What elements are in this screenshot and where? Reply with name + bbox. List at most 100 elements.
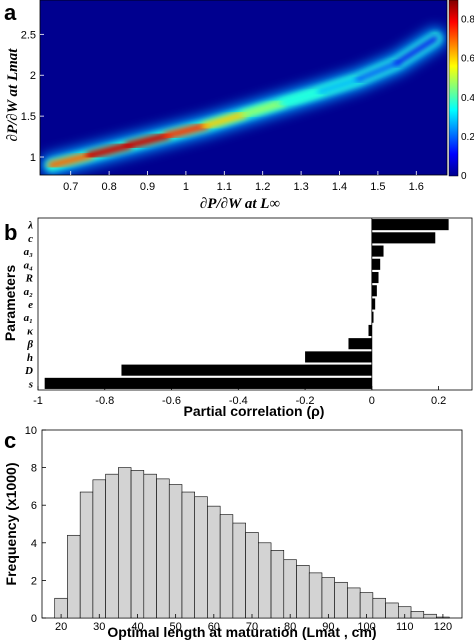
x-tick-label: 60 xyxy=(208,621,220,633)
y-tick-label: 0 xyxy=(31,613,37,625)
x-tick-label: 1.2 xyxy=(255,181,270,193)
correlation-bar xyxy=(371,271,379,284)
x-tick-label: 1.4 xyxy=(332,181,347,193)
x-tick-label: -0.2 xyxy=(296,395,315,407)
x-tick-label: 50 xyxy=(170,621,182,633)
histogram-bar xyxy=(385,602,399,619)
bar-x-label: Partial correlation (ρ) xyxy=(184,403,325,419)
histogram-bar xyxy=(283,559,297,619)
histogram-x-label: Optimal length at maturation (Lmat , cm) xyxy=(107,624,376,640)
y-tick-label: 1 xyxy=(30,152,36,164)
x-tick-label: 70 xyxy=(246,621,258,633)
correlation-bar xyxy=(371,219,449,231)
histogram-bar xyxy=(168,484,183,619)
correlation-bar xyxy=(371,245,384,257)
histogram-bar xyxy=(67,534,81,619)
bar-y-label: Parameters xyxy=(2,265,18,341)
correlation-bar xyxy=(371,311,374,323)
heatmap-frame xyxy=(39,0,448,176)
histogram-bar xyxy=(423,613,437,619)
x-tick-label: -0.8 xyxy=(95,395,114,407)
histogram-bar xyxy=(308,572,323,619)
x-tick-label: 0.9 xyxy=(140,181,155,193)
x-tick-label: 0 xyxy=(369,395,375,407)
x-tick-label: 1.5 xyxy=(370,181,385,193)
density-ridge-segment xyxy=(355,60,400,83)
x-tick-label: 1 xyxy=(183,181,189,193)
x-tick-label: 90 xyxy=(322,621,334,633)
x-tick-label: 30 xyxy=(93,621,105,633)
bar-plot-area xyxy=(37,217,473,391)
correlation-bar xyxy=(44,377,372,389)
histogram-bar xyxy=(258,542,272,619)
parameter-label: D xyxy=(24,365,33,377)
parameter-label: a₄ xyxy=(24,259,34,271)
x-tick-label: 20 xyxy=(55,621,67,633)
x-tick-label: 0.7 xyxy=(63,181,78,193)
x-tick-label: 0.2 xyxy=(431,395,446,407)
parameter-label: h xyxy=(27,352,33,364)
density-ridge-segment xyxy=(201,110,248,130)
panel-b-label: b xyxy=(4,220,17,245)
density-ridge-segment xyxy=(278,88,324,107)
parameter-label: a₁ xyxy=(24,312,33,324)
colorbar-tick-label: 0.6 xyxy=(461,54,474,65)
colorbar-tick-label: 0.8 xyxy=(461,15,474,26)
histogram-bar xyxy=(219,514,234,619)
parameter-label: c xyxy=(28,233,33,245)
histogram-bar xyxy=(347,587,361,619)
parameter-label: λ xyxy=(27,220,33,232)
histogram-bar xyxy=(270,550,285,619)
partial-correlation-bars xyxy=(44,218,449,390)
x-tick-label: -0.4 xyxy=(229,395,248,407)
x-tick-label: -0.6 xyxy=(162,395,181,407)
correlation-bar xyxy=(371,298,376,310)
density-ridge-segment xyxy=(317,76,362,95)
correlation-bar xyxy=(348,338,372,350)
histogram-bar xyxy=(105,473,119,619)
x-tick-label: 1.1 xyxy=(217,181,232,193)
panel-c-label: c xyxy=(4,428,16,453)
panel-c: c 20 30 40 50 60 70 80 90 100 110 120 0 2 4 6 8 10 Opti… xyxy=(3,425,463,640)
panel-a-label: a xyxy=(4,0,17,25)
correlation-bar xyxy=(305,351,372,363)
correlation-bar xyxy=(371,258,381,270)
heatmap-x-ticks: 0.7 0.8 0.9 1 1.1 1.2 1.3 1.4 1.5 1.6 xyxy=(63,171,424,193)
parameter-label: s xyxy=(28,378,33,390)
density-ridge-segment xyxy=(394,35,439,66)
parameter-label: a₂ xyxy=(24,286,34,298)
parameter-label: β xyxy=(26,339,33,351)
histogram-bar xyxy=(194,496,208,619)
colorbar-tick-label: 0.2 xyxy=(461,132,474,143)
heatmap-density xyxy=(40,27,447,175)
density-ridge-segment xyxy=(47,151,94,169)
x-tick-label: 110 xyxy=(396,621,414,633)
parameter-label: e xyxy=(28,299,33,311)
panel-a: a 0.7 0.8 0.9 1 1.1 1.2 1.3 1.4 1.5 1.6 11.522.5 … xyxy=(4,0,474,212)
y-tick-label: 4 xyxy=(31,538,37,550)
colorbar-tick-label: 0 xyxy=(461,171,467,182)
x-tick-label: 40 xyxy=(131,621,143,633)
bar-x-ticks: -1 -0.8 -0.6 -0.4 -0.2 0 0.2 xyxy=(33,386,446,407)
histogram-bar xyxy=(207,505,221,619)
histogram-bar xyxy=(321,577,335,619)
density-ridge-segment xyxy=(240,99,286,118)
parameter-label: R xyxy=(25,273,33,285)
heatmap-y-ticks: 1 1.5 2 2.5 xyxy=(21,29,44,164)
histogram-bar xyxy=(181,491,196,619)
histogram-bar xyxy=(410,611,425,619)
correlation-bar xyxy=(121,364,372,376)
histogram-bar xyxy=(232,522,246,619)
density-ridge-segment xyxy=(86,141,133,160)
histogram-y-ticks: 0 2 4 6 8 10 xyxy=(25,425,46,625)
histogram-bar xyxy=(245,532,259,619)
x-tick-label: 0.8 xyxy=(101,181,116,193)
histogram-bar xyxy=(143,473,157,619)
y-tick-label: 8 xyxy=(31,463,37,475)
parameter-label: κ xyxy=(27,325,34,337)
correlation-bar xyxy=(371,285,377,297)
y-tick-label: 1.5 xyxy=(21,111,36,123)
x-tick-label: -1 xyxy=(33,395,43,407)
density-ridge-segment xyxy=(162,122,209,140)
